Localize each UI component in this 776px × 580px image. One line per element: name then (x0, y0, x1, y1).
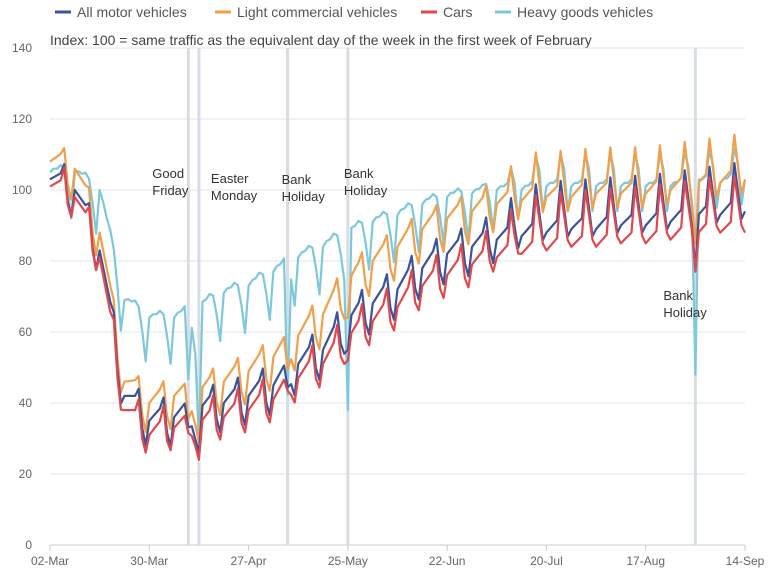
chart-subtitle: Index: 100 = same traffic as the equival… (50, 32, 592, 48)
annotation-label: Monday (211, 188, 258, 203)
legend-item-label: Cars (443, 4, 473, 20)
y-tick-label: 40 (19, 396, 33, 410)
x-tick-label: 17-Aug (626, 554, 665, 568)
y-tick-label: 140 (12, 41, 32, 55)
x-tick-label: 02-Mar (31, 554, 69, 568)
legend: All motor vehicles Light commercial vehic… (55, 4, 653, 20)
annotation-label: Holiday (663, 305, 707, 320)
annotation-label: Holiday (344, 183, 388, 198)
annotation-label: Bank (344, 166, 374, 181)
y-axis: 0 20 40 60 80 100 120 140 (12, 41, 32, 552)
y-tick-label: 100 (12, 183, 32, 197)
y-tick-label: 20 (19, 467, 33, 481)
annotation-lines (186, 48, 697, 545)
x-tick-label: 27-Apr (231, 554, 267, 568)
series-line-heavy-goods-vehicles (49, 147, 747, 444)
annotation-label: Bank (282, 172, 312, 187)
y-tick-label: 60 (19, 325, 33, 339)
x-tick-label: 30-Mar (130, 554, 168, 568)
x-tick-label: 14-Sep (726, 554, 765, 568)
annotation-label: Bank (663, 288, 693, 303)
legend-item-label: All motor vehicles (77, 4, 187, 20)
annotation-label: Friday (152, 183, 189, 198)
y-tick-label: 120 (12, 112, 32, 126)
annotation-label: Good (152, 166, 184, 181)
y-tick-label: 80 (19, 254, 33, 268)
annotation-label: Holiday (282, 189, 326, 204)
x-tick-label: 22-Jun (429, 554, 466, 568)
series-lines (49, 133, 747, 461)
legend-item-label: Heavy goods vehicles (517, 4, 653, 20)
x-tick-label: 20-Jul (530, 554, 563, 568)
series-line-cars (49, 166, 746, 461)
legend-item-label: Light commercial vehicles (237, 4, 397, 20)
x-axis: 02-Mar 30-Mar 27-Apr 25-May 22-Jun 20-Jul 17-A… (31, 545, 765, 568)
y-tick-label: 0 (25, 538, 32, 552)
series-line-light-commercial-vehicles (49, 133, 747, 444)
annotation-label: Easter (211, 171, 249, 186)
annotation-labels: Good Friday Easter Monday Bank Holiday Bank Hol… (152, 166, 707, 320)
x-tick-label: 25-May (328, 554, 368, 568)
